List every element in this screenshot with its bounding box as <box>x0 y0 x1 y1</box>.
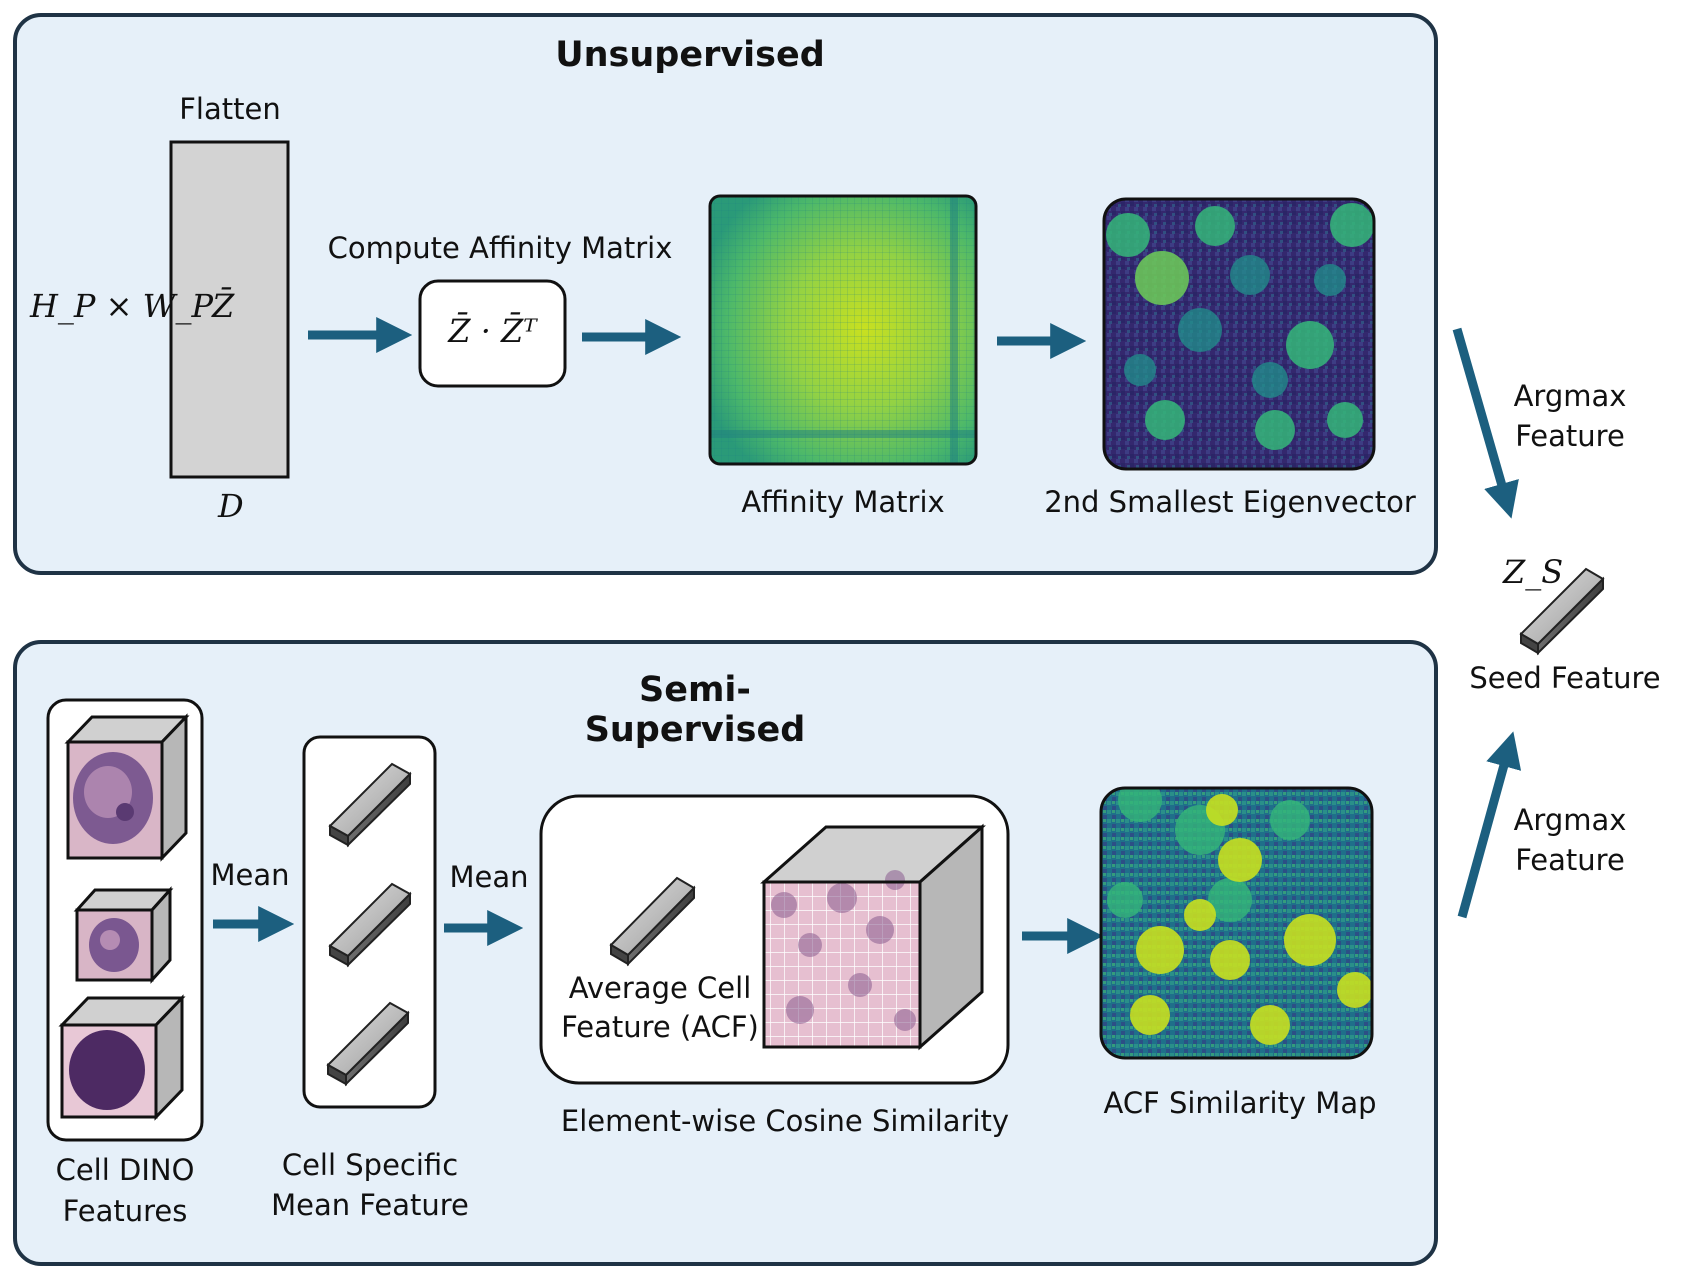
z-matrix <box>169 140 290 479</box>
seed-feature-label: Seed Feature <box>1469 661 1661 695</box>
rows-label: H_P × W_P <box>30 287 214 325</box>
semi-supervised-title: Semi-Supervised <box>584 670 806 750</box>
cosine-label: Element-wise Cosine Similarity <box>560 1104 1010 1138</box>
matrix-symbol: Z̄ <box>212 287 235 325</box>
argmax-top-label-1: Argmax <box>1513 379 1627 413</box>
cell-cube-1 <box>64 713 190 862</box>
arrow-argmax-top <box>1452 327 1519 519</box>
formula-box <box>418 279 567 388</box>
cell-features-label-1: Cell DINO <box>55 1153 195 1187</box>
eigenvector-image <box>1102 197 1376 471</box>
affinity-matrix-label: Affinity Matrix <box>741 485 945 519</box>
cell-cube-2 <box>73 886 174 984</box>
cell-cube-3 <box>58 994 186 1121</box>
mean-label-1: Mean <box>210 858 290 892</box>
formula-text: Z̄ · Z̄ᵀ <box>448 312 537 350</box>
argmax-bottom-label-2: Feature <box>1515 843 1625 877</box>
eigenvector-label: 2nd Smallest Eigenvector <box>1044 485 1416 519</box>
mean-bar-3 <box>326 1001 410 1087</box>
acf-map-label: ACF Similarity Map <box>1103 1086 1377 1120</box>
acf-similarity-map <box>1099 786 1374 1060</box>
affinity-matrix-image <box>708 194 978 466</box>
cell-features-label-2: Features <box>62 1194 188 1228</box>
tissue-feature-cube <box>760 823 986 1051</box>
acf-label-2: Feature (ACF) <box>561 1010 759 1044</box>
acf-bar <box>609 876 696 967</box>
arrow-argmax-bottom <box>1457 731 1522 919</box>
cols-label: D <box>218 487 244 525</box>
argmax-top-label-2: Feature <box>1515 419 1625 453</box>
cell-mean-label-2: Mean Feature <box>271 1188 469 1222</box>
mean-bar-1 <box>328 762 412 848</box>
argmax-bottom-label-1: Argmax <box>1513 803 1627 837</box>
unsupervised-title: Unsupervised <box>555 35 825 75</box>
compute-affinity-label: Compute Affinity Matrix <box>327 231 673 265</box>
seed-symbol: Z_S <box>1503 553 1564 591</box>
mean-bar-2 <box>328 882 412 968</box>
seed-feature-bar <box>1519 567 1605 656</box>
mean-label-2: Mean <box>449 860 529 894</box>
flatten-label: Flatten <box>179 92 281 126</box>
acf-label-1: Average Cell <box>568 971 752 1005</box>
cell-mean-label-1: Cell Specific <box>281 1148 459 1182</box>
